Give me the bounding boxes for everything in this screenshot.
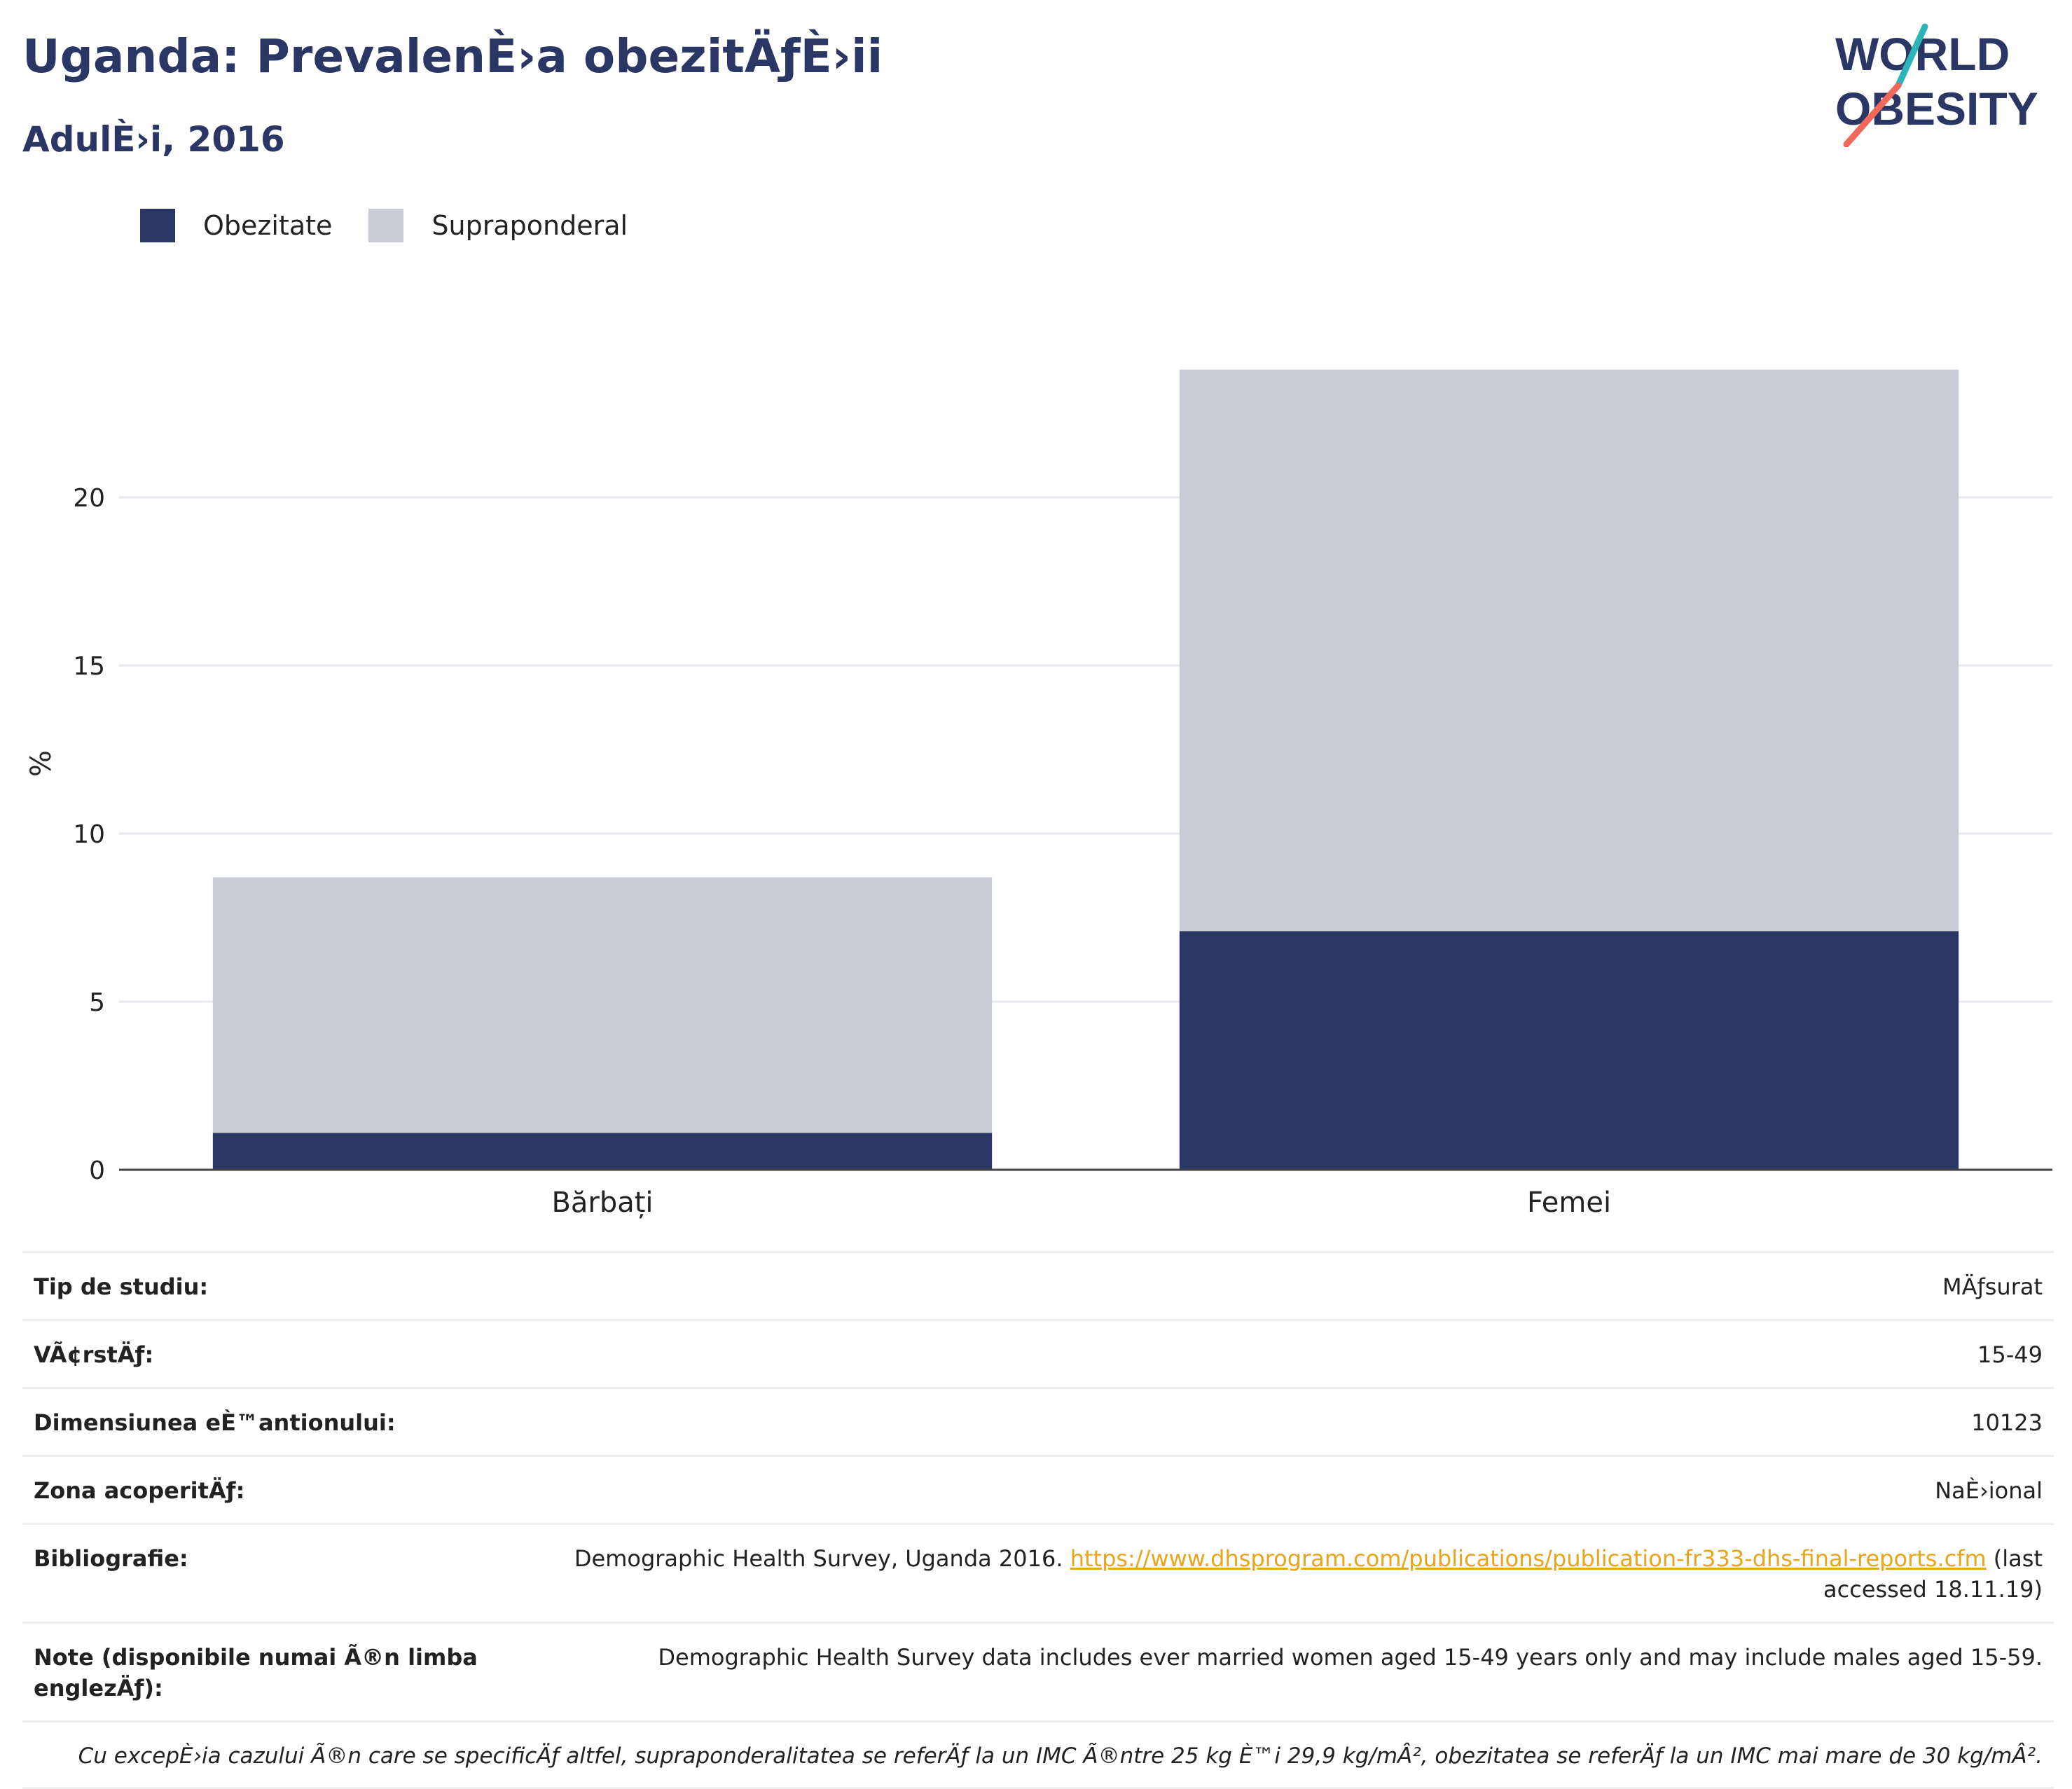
bibliography-accessed: (last accessed 18.11.19) <box>1823 1545 2043 1603</box>
bibliography-value: Demographic Health Survey, Uganda 2016. … <box>482 1543 2043 1605</box>
info-label: Bibliografie: <box>34 1545 188 1572</box>
info-label: Dimensiunea eÈ™antionului: <box>34 1409 396 1436</box>
info-value: NaÈ›ional <box>1935 1477 2043 1504</box>
logo-slash-teal <box>1895 23 1928 89</box>
bmi-footnote: Cu excepÈ›ia cazului Ã®n care se specifi… <box>22 1720 2054 1789</box>
bibliography-link[interactable]: https://www.dhsprogram.com/publications/… <box>1070 1545 1987 1572</box>
bar-supraponderal-0[interactable] <box>212 877 993 1133</box>
world-obesity-logo: WORLD OBESITY <box>1835 23 2038 147</box>
x-category-label-0: Bărbați <box>551 1187 653 1219</box>
page-subtitle: AdulÈ›i, 2016 <box>22 119 285 160</box>
bar-supraponderal-1[interactable] <box>1179 369 1959 932</box>
bibliography-text: Demographic Health Survey, Uganda 2016. <box>574 1545 1063 1572</box>
y-tick-label-20: 20 <box>73 484 105 513</box>
info-value: 15-49 <box>1977 1341 2043 1368</box>
info-value: 10123 <box>1971 1409 2043 1436</box>
info-label: Note (disponibile numai Ã®n limba englez… <box>34 1644 478 1701</box>
x-category-label-1: Femei <box>1527 1187 1611 1219</box>
legend-swatch-obezitate <box>140 209 175 242</box>
y-tick-label-10: 10 <box>73 820 105 849</box>
info-row-bibliografie: Bibliografie: Demographic Health Survey,… <box>22 1523 2054 1622</box>
study-info-table: Tip de studiu: MÄƒsurat VÃ¢rstÄƒ: 15-49 … <box>22 1251 2054 1789</box>
bars <box>212 369 1959 1170</box>
legend-label-supraponderal: Supraponderal <box>431 210 628 241</box>
info-label: Tip de studiu: <box>34 1273 209 1300</box>
info-label: Zona acoperitÄƒ: <box>34 1477 245 1504</box>
legend-item-obezitate[interactable]: Obezitate <box>140 209 332 242</box>
y-tick-label-5: 5 <box>89 988 105 1017</box>
info-row-varsta: VÃ¢rstÄƒ: 15-49 <box>22 1319 2054 1387</box>
y-tick-label-0: 0 <box>89 1156 105 1185</box>
info-row-zona: Zona acoperitÄƒ: NaÈ›ional <box>22 1455 2054 1523</box>
bar-obezitate-1[interactable] <box>1179 931 1959 1170</box>
info-row-tip-studiu: Tip de studiu: MÄƒsurat <box>22 1251 2054 1319</box>
logo-word-obesity: OBESITY <box>1835 83 2038 134</box>
info-row-esantion: Dimensiunea eÈ™antionului: 10123 <box>22 1387 2054 1455</box>
info-row-note: Note (disponibile numai Ã®n limba englez… <box>22 1622 2054 1720</box>
legend-label-obezitate: Obezitate <box>203 210 333 241</box>
legend-item-supraponderal[interactable]: Supraponderal <box>368 209 628 242</box>
y-tick-label-15: 15 <box>73 652 105 681</box>
bar-obezitate-0[interactable] <box>212 1133 993 1170</box>
page-title: Uganda: PrevalenÈ›a obezitÄƒÈ›ii <box>22 29 883 83</box>
logo-slash-coral <box>1843 82 1902 147</box>
info-label: VÃ¢rstÄƒ: <box>34 1341 154 1368</box>
legend-swatch-supraponderal <box>368 209 404 242</box>
axes: 0 5 10 15 20 Bărbați Femei <box>73 484 2052 1219</box>
y-axis-title: % <box>25 750 57 777</box>
chart-legend: Obezitate Supraponderal <box>140 209 664 242</box>
notes-value: Demographic Health Survey data includes … <box>658 1644 2043 1671</box>
stacked-bar-chart: 0 5 10 15 20 Bărbați Femei % <box>25 369 2052 1219</box>
info-value: MÄƒsurat <box>1942 1273 2043 1300</box>
